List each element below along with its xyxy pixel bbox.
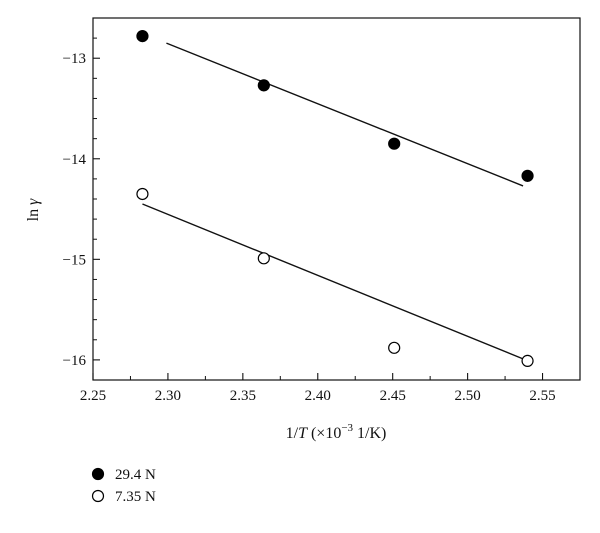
plot-frame <box>92 17 581 381</box>
data-point-series-0 <box>521 169 534 182</box>
x-axis-label-exp: −3 <box>341 422 353 434</box>
y-tick-label: −13 <box>63 51 86 67</box>
x-axis-label-var: T <box>298 425 308 442</box>
y-tick-label: −15 <box>63 252 86 268</box>
x-axis-label-unit: 1/K) <box>353 425 386 442</box>
x-axis-label: 1/T (×10−3 1/K) <box>286 422 387 442</box>
legend-marker-29-4n <box>91 467 105 481</box>
x-tick-label: 2.35 <box>230 388 256 404</box>
data-point-series-0 <box>388 137 401 150</box>
data-point-series-1 <box>257 252 270 265</box>
data-point-series-0 <box>257 79 270 92</box>
y-ticks: −13 −14 −15 −16 <box>63 17 100 381</box>
x-ticks: 2.25 2.30 2.35 2.40 2.45 2.50 2.55 <box>80 373 556 404</box>
fit-lines <box>142 42 524 360</box>
y-tick-label: −14 <box>63 152 87 168</box>
legend-label-29-4n: 29.4 N <box>115 467 156 483</box>
data-points <box>136 29 534 367</box>
y-axis-label-prefix: ln <box>25 205 42 221</box>
x-axis-label-prefix: 1/ <box>286 425 299 442</box>
y-axis-label-var: γ <box>25 198 42 205</box>
data-point-series-1 <box>136 187 149 201</box>
legend-marker-7-35n <box>91 489 105 503</box>
x-tick-label: 2.25 <box>80 388 106 404</box>
data-point-series-0 <box>136 29 149 43</box>
x-tick-label: 2.45 <box>380 388 406 404</box>
data-point-series-1 <box>521 354 534 367</box>
x-tick-label: 2.40 <box>305 388 331 404</box>
x-tick-label: 2.50 <box>454 388 480 404</box>
legend: 29.4 N 7.35 N <box>91 467 156 505</box>
legend-label-7-35n: 7.35 N <box>115 489 156 505</box>
fit-line-series-1 <box>142 203 524 360</box>
data-point-series-1 <box>388 341 401 354</box>
y-axis-label: ln γ <box>25 198 42 221</box>
y-tick-label: −16 <box>63 353 87 369</box>
x-tick-label: 2.30 <box>155 388 181 404</box>
fit-line-series-0 <box>166 42 524 187</box>
x-axis-label-suffix: (×10 <box>307 425 341 442</box>
x-tick-label: 2.55 <box>529 388 555 404</box>
